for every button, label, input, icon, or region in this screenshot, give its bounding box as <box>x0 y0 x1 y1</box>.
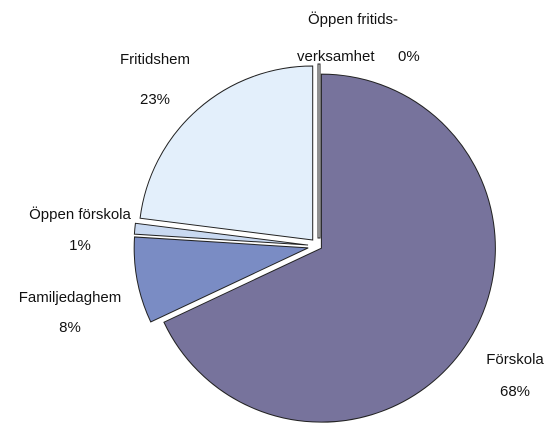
slice-label: Öppen fritids-verksamhet <box>297 10 398 65</box>
value-label: 1% <box>69 237 91 254</box>
slice-label: Förskola <box>486 351 544 368</box>
value-label: 0% <box>398 48 420 65</box>
pie-slice <box>163 73 496 423</box>
pie-slice <box>133 236 309 323</box>
slice-label: Öppen förskola <box>29 205 131 223</box>
slice-label: Familjedaghem <box>19 289 122 306</box>
pie-slice <box>133 222 309 246</box>
value-label: 68% <box>500 383 530 400</box>
value-label: 23% <box>140 91 170 108</box>
value-label: 8% <box>59 319 81 336</box>
slice-label: Fritidshem <box>120 51 190 68</box>
pie-slice <box>317 63 321 239</box>
pie-slice <box>139 65 314 241</box>
